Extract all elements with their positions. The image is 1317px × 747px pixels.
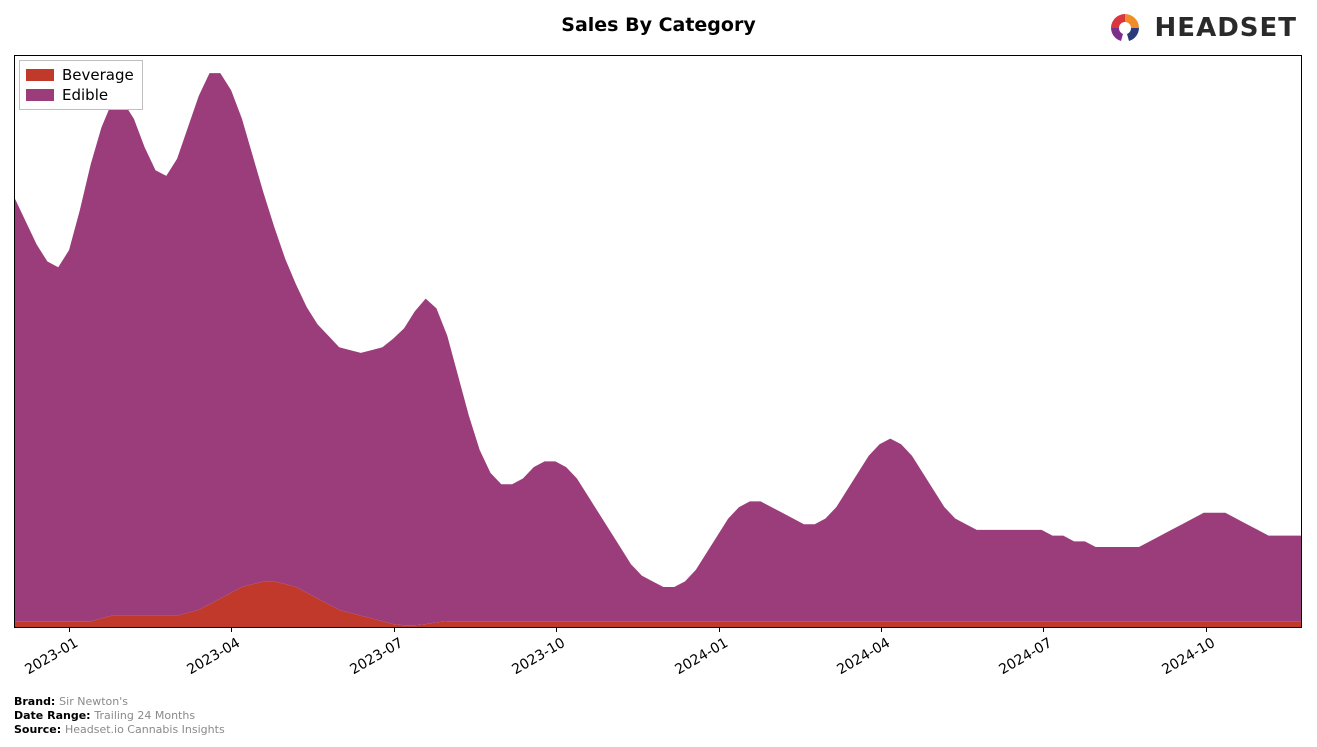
chart-root: { "title": "Sales By Category", "title_f… xyxy=(0,0,1317,747)
x-tick-label: 2024-04 xyxy=(834,635,893,678)
meta-label: Date Range: xyxy=(14,709,94,722)
plot-area: BeverageEdible 2023-012023-042023-072023… xyxy=(14,55,1302,628)
x-tick-mark xyxy=(719,627,720,632)
x-tick-label: 2024-01 xyxy=(672,635,731,678)
x-tick-mark xyxy=(881,627,882,632)
legend-item: Edible xyxy=(26,85,134,105)
meta-line: Source: Headset.io Cannabis Insights xyxy=(14,723,225,737)
meta-value: Sir Newton's xyxy=(59,695,128,708)
x-tick-label: 2024-10 xyxy=(1159,635,1218,678)
meta-label: Source: xyxy=(14,723,65,736)
chart-metadata: Brand: Sir Newton'sDate Range: Trailing … xyxy=(14,695,225,737)
x-tick-label: 2023-01 xyxy=(22,635,81,678)
legend-item: Beverage xyxy=(26,65,134,85)
x-tick-label: 2023-04 xyxy=(185,635,244,678)
legend-label: Edible xyxy=(62,85,108,105)
area-series xyxy=(15,73,1301,625)
headset-logo-text: HEADSET xyxy=(1155,13,1297,43)
x-tick-mark xyxy=(69,627,70,632)
legend: BeverageEdible xyxy=(19,60,143,110)
headset-logo-icon xyxy=(1105,8,1145,48)
x-tick-mark xyxy=(231,627,232,632)
x-tick-label: 2023-07 xyxy=(347,635,406,678)
headset-logo: HEADSET xyxy=(1105,8,1297,48)
meta-value: Headset.io Cannabis Insights xyxy=(65,723,225,736)
meta-value: Trailing 24 Months xyxy=(94,709,195,722)
x-tick-mark xyxy=(1206,627,1207,632)
x-tick-label: 2024-07 xyxy=(997,635,1056,678)
meta-label: Brand: xyxy=(14,695,59,708)
x-tick-mark xyxy=(1043,627,1044,632)
legend-swatch xyxy=(26,89,54,101)
meta-line: Brand: Sir Newton's xyxy=(14,695,225,709)
area-chart xyxy=(15,56,1301,627)
legend-swatch xyxy=(26,69,54,81)
x-tick-mark xyxy=(556,627,557,632)
legend-label: Beverage xyxy=(62,65,134,85)
meta-line: Date Range: Trailing 24 Months xyxy=(14,709,225,723)
x-tick-label: 2023-10 xyxy=(510,635,569,678)
x-tick-mark xyxy=(394,627,395,632)
